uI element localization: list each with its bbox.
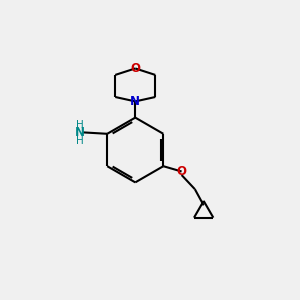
Text: H: H [76,136,84,146]
Text: N: N [75,126,85,140]
Text: O: O [177,165,187,178]
Text: O: O [130,62,140,75]
Text: N: N [130,95,140,108]
Text: H: H [76,120,84,130]
